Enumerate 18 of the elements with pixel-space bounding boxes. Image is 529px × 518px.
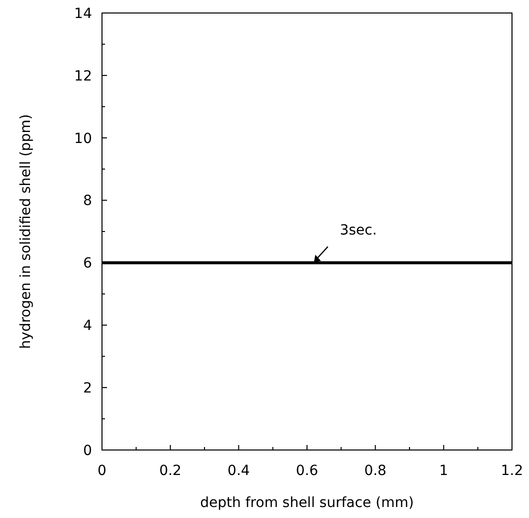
x-tick-label: 0.2	[159, 463, 182, 479]
y-tick-label: 10	[74, 130, 92, 147]
y-tick-label: 6	[83, 256, 92, 272]
y-axis-title: hydrogen in solidified shell (ppm)	[18, 114, 34, 349]
y-tick-label: 12	[74, 68, 92, 84]
x-tick-label: 1	[439, 463, 448, 479]
annotation: 3sec.	[340, 222, 377, 239]
x-tick-label: 0.6	[296, 463, 318, 479]
x-tick-label: 0.8	[364, 463, 386, 479]
x-tick-label: 0.4	[228, 463, 250, 479]
y-tick-label: 2	[83, 380, 92, 396]
y-tick-label: 4	[83, 318, 92, 334]
y-tick-label: 0	[83, 442, 92, 459]
y-tick-label: 8	[83, 193, 92, 210]
y-tick-label: 14	[74, 6, 92, 22]
x-axis-title: depth from shell surface (mm)	[200, 495, 414, 511]
x-tick-label: 1.2	[500, 463, 524, 479]
x-tick-label: 0	[98, 463, 106, 479]
